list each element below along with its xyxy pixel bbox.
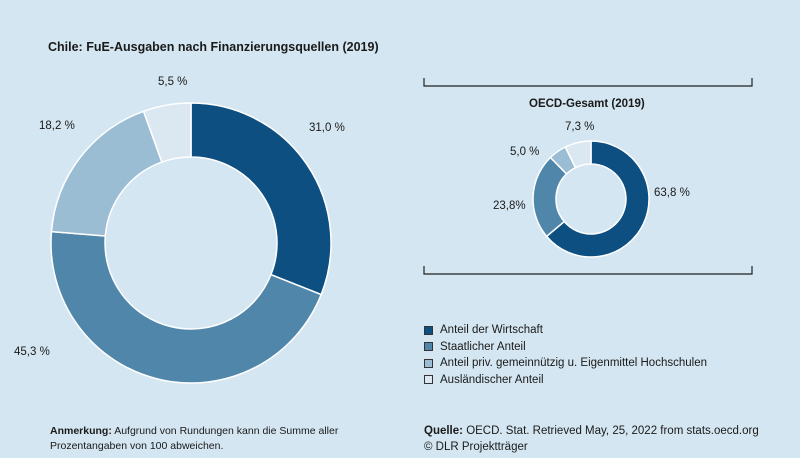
legend-item-ausland: Ausländischer Anteil bbox=[424, 372, 707, 389]
legend-label: Ausländischer Anteil bbox=[440, 373, 544, 386]
chile-label-ausland: 5,5 % bbox=[158, 76, 188, 88]
source-line-1: Quelle: OECD. Stat. Retrieved May, 25, 2… bbox=[424, 423, 759, 439]
legend-label: Anteil der Wirtschaft bbox=[440, 324, 543, 337]
oecd-label-privat: 5,0 % bbox=[510, 146, 540, 158]
oecd-slice-ausland bbox=[564, 140, 592, 169]
oecd-slice-wirtschaft bbox=[545, 140, 650, 258]
legend: Anteil der Wirtschaft Staatlicher Anteil… bbox=[424, 322, 707, 388]
legend-label: Anteil priv. gemeinnützig u. Eigenmittel… bbox=[440, 357, 707, 370]
note-text-1: Aufgrund von Rundungen kann die Summe al… bbox=[114, 425, 339, 437]
legend-label: Staatlicher Anteil bbox=[440, 340, 526, 353]
chile-chart-title: Chile: FuE-Ausgaben nach Finanzierungsqu… bbox=[48, 40, 379, 54]
oecd-bracket bbox=[423, 78, 753, 275]
chile-donut-chart bbox=[50, 102, 332, 384]
source-text-1: OECD. Stat. Retrieved May, 25, 2022 from… bbox=[466, 425, 759, 437]
chile-slice-wirtschaft bbox=[190, 102, 332, 296]
chile-label-staat: 45,3 % bbox=[14, 346, 50, 358]
oecd-bracket-bottom bbox=[423, 266, 753, 275]
chile-slice-staat bbox=[50, 230, 323, 384]
note-block: Anmerkung: Aufgrund von Rundungen kann d… bbox=[50, 424, 338, 454]
oecd-bracket-top bbox=[423, 78, 753, 87]
oecd-chart-title: OECD-Gesamt (2019) bbox=[529, 98, 645, 110]
source-label: Quelle: bbox=[424, 425, 463, 437]
legend-swatch-privat bbox=[424, 358, 433, 368]
legend-swatch-staat bbox=[424, 342, 433, 352]
oecd-label-wirtschaft: 63,8 % bbox=[654, 187, 690, 199]
legend-item-privat: Anteil priv. gemeinnützig u. Eigenmittel… bbox=[424, 355, 707, 372]
note-text-2: Prozentangaben von 100 abweichen. bbox=[50, 440, 224, 452]
chile-slice-ausland bbox=[142, 102, 192, 164]
source-text-2: © DLR Projektträger bbox=[424, 441, 528, 453]
note-label: Anmerkung: bbox=[50, 425, 112, 437]
legend-swatch-ausland bbox=[424, 375, 433, 385]
oecd-donut-chart bbox=[532, 140, 650, 258]
legend-item-staat: Staatlicher Anteil bbox=[424, 339, 707, 356]
legend-item-wirtschaft: Anteil der Wirtschaft bbox=[424, 322, 707, 339]
chile-label-wirtschaft: 31,0 % bbox=[309, 122, 345, 134]
note-line-1: Anmerkung: Aufgrund von Rundungen kann d… bbox=[50, 424, 338, 439]
oecd-label-ausland: 7,3 % bbox=[565, 121, 595, 133]
source-block: Quelle: OECD. Stat. Retrieved May, 25, 2… bbox=[424, 423, 759, 455]
chile-label-privat: 18,2 % bbox=[39, 120, 75, 132]
oecd-label-staat: 23,8% bbox=[493, 200, 526, 212]
legend-swatch-wirtschaft bbox=[424, 325, 433, 335]
